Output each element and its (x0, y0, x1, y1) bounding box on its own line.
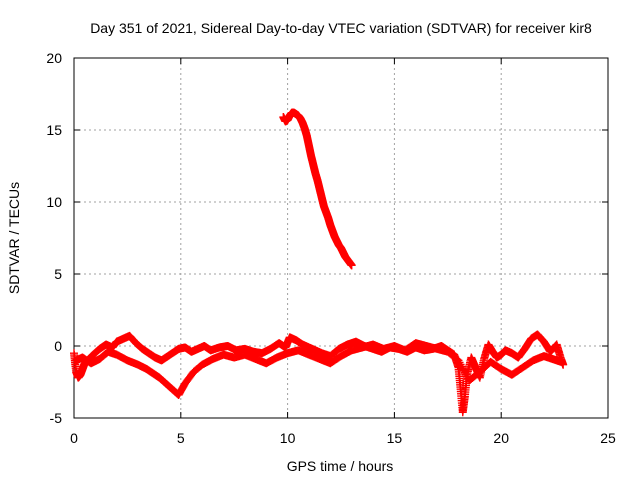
x-axis-label: GPS time / hours (287, 458, 394, 474)
x-tick-label: 15 (387, 430, 403, 446)
chart-title: Day 351 of 2021, Sidereal Day-to-day VTE… (90, 20, 592, 36)
y-tick-label: 5 (54, 266, 62, 282)
x-axis-ticks: 0 5 10 15 20 25 (70, 58, 616, 446)
series-secondary-trace (72, 339, 566, 399)
y-tick-label: 20 (46, 50, 62, 66)
y-tick-label: 15 (46, 122, 62, 138)
data-point (557, 357, 566, 366)
series-main-trace (70, 330, 568, 417)
series-upper-trace (279, 108, 356, 270)
x-tick-label: 5 (177, 430, 185, 446)
data-point (347, 261, 356, 270)
x-tick-label: 20 (493, 430, 509, 446)
y-tick-label: 0 (54, 338, 62, 354)
y-tick-label: 10 (46, 194, 62, 210)
x-tick-label: 10 (280, 430, 296, 446)
y-axis-ticks: -5 0 5 10 15 20 (46, 50, 608, 426)
y-axis-label: SDTVAR / TECUs (6, 182, 22, 294)
plot-area-border (73, 57, 609, 419)
chart-points (70, 108, 568, 417)
x-tick-label: 25 (600, 430, 616, 446)
y-tick-label: -5 (50, 410, 63, 426)
x-tick-label: 0 (70, 430, 78, 446)
